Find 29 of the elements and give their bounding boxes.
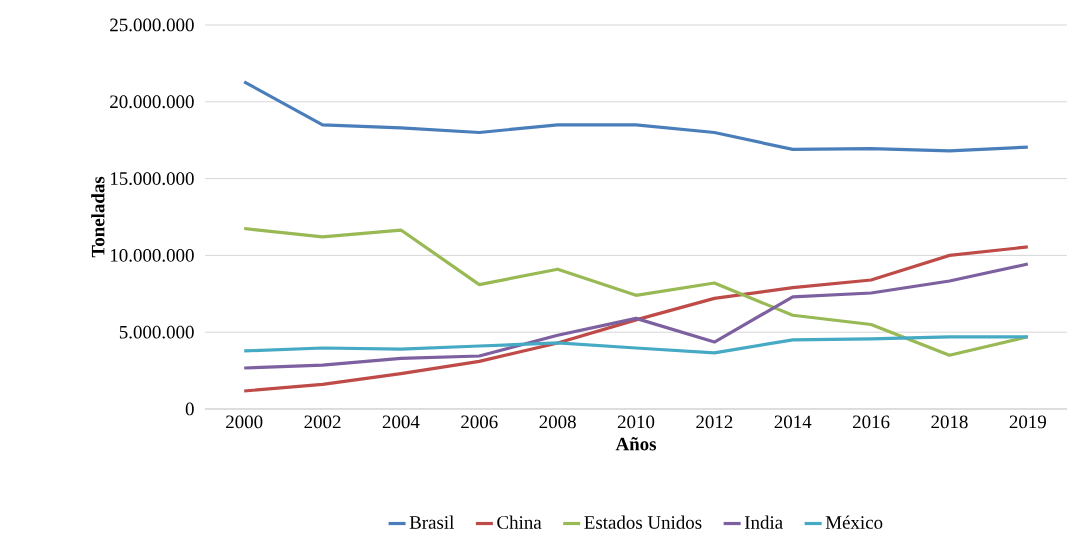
line-series: [242, 226, 1030, 357]
x-tick-label: 2016: [853, 415, 890, 429]
x-tick-label: 2018: [931, 415, 968, 429]
x-tick-label: 2006: [461, 415, 498, 429]
line-series: [242, 262, 1030, 370]
x-tick-label: 2010: [617, 415, 655, 429]
line-series: [242, 80, 1030, 153]
x-tick-label: 2002: [304, 415, 341, 429]
x-tick-label: 2004: [382, 415, 420, 429]
legend-label: Brasil: [409, 515, 454, 529]
line-series: [242, 245, 1030, 393]
y-tick-label: 5.000.000: [119, 325, 194, 339]
line-series: [242, 335, 1030, 355]
x-tick-label: 2019: [1009, 415, 1046, 429]
x-tick-label: 2012: [696, 415, 733, 429]
y-tick-label: 0: [185, 402, 194, 416]
x-tick-label: 2008: [539, 415, 576, 429]
legend-label: Estados Unidos: [584, 515, 702, 529]
y-tick-label: 15.000.000: [110, 172, 194, 186]
x-tick-label: 2014: [774, 415, 812, 429]
legend-label: India: [744, 515, 783, 529]
y-tick-label: 25.000.000: [110, 18, 194, 32]
legend-label: México: [825, 515, 883, 529]
y-tick-label: 10.000.000: [110, 248, 194, 262]
legend-label: China: [497, 515, 542, 529]
x-axis-title: Años: [615, 437, 657, 451]
x-tick-label: 2000: [226, 415, 263, 429]
y-axis-title: Toneladas: [91, 176, 105, 258]
y-tick-label: 20.000.000: [110, 95, 194, 109]
